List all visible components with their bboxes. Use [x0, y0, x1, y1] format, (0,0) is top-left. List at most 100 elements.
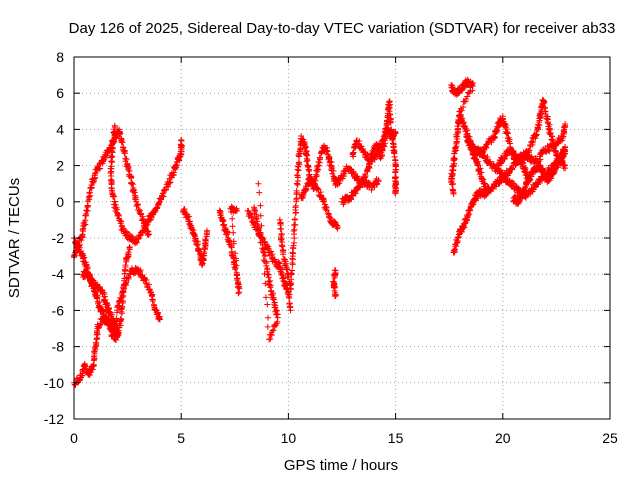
data-points	[71, 76, 569, 388]
data-point	[262, 252, 269, 259]
y-tick-label: 4	[56, 121, 64, 137]
data-point	[230, 238, 237, 245]
data-point	[276, 216, 283, 223]
data-point	[119, 293, 126, 300]
data-point	[110, 136, 117, 143]
data-point	[102, 296, 109, 303]
data-point	[143, 280, 150, 287]
data-point	[356, 138, 363, 145]
data-point	[260, 257, 267, 264]
data-point	[128, 173, 135, 180]
data-point	[224, 230, 231, 237]
data-point	[293, 187, 300, 194]
data-point	[325, 210, 332, 217]
axis-ticks: 0 5 10 15 20 25 -12 -10 -8 -6 -4 -2 0 2 4 6 8	[44, 49, 618, 446]
data-point	[294, 172, 301, 179]
data-point	[260, 248, 267, 255]
data-point	[263, 260, 270, 267]
data-point	[449, 167, 456, 174]
data-point	[129, 181, 136, 188]
data-point	[463, 127, 470, 134]
data-point	[253, 215, 260, 222]
data-point	[313, 172, 320, 179]
data-point	[108, 170, 115, 177]
x-tick-label: 15	[388, 430, 404, 446]
data-point	[466, 90, 473, 97]
data-point	[89, 366, 96, 373]
data-point	[219, 216, 226, 223]
data-point	[233, 262, 240, 269]
data-point	[481, 152, 488, 159]
data-point	[298, 132, 305, 139]
data-point	[76, 244, 83, 251]
y-tick-label: -8	[52, 339, 65, 355]
data-point	[542, 108, 549, 115]
data-point	[466, 206, 473, 213]
data-point	[202, 236, 209, 243]
data-point	[378, 143, 385, 150]
data-point	[167, 179, 174, 186]
data-point	[481, 180, 488, 187]
data-point	[529, 139, 536, 146]
data-point	[292, 204, 299, 211]
data-point	[80, 254, 87, 261]
data-point	[360, 148, 367, 155]
data-point	[311, 180, 318, 187]
data-point	[288, 270, 295, 277]
data-point	[120, 289, 127, 296]
data-point	[305, 166, 312, 173]
data-point	[332, 219, 339, 226]
data-point	[117, 315, 124, 322]
data-point	[97, 321, 104, 328]
data-point	[449, 181, 456, 188]
data-point	[532, 132, 539, 139]
x-tick-label: 0	[70, 430, 78, 446]
data-point	[127, 271, 134, 278]
data-point	[504, 129, 511, 136]
data-point	[156, 316, 163, 323]
data-point	[392, 175, 399, 182]
data-point	[160, 190, 167, 197]
data-point	[229, 223, 236, 230]
data-point	[303, 158, 310, 165]
data-point	[233, 207, 240, 214]
data-point	[266, 281, 273, 288]
data-point	[330, 168, 337, 175]
data-point	[256, 189, 263, 196]
y-tick-label: -4	[52, 266, 65, 282]
data-point	[453, 243, 460, 250]
data-point	[262, 280, 269, 287]
data-point	[91, 347, 98, 354]
data-point	[126, 244, 133, 251]
x-axis-label: GPS time / hours	[284, 457, 398, 474]
data-point	[561, 162, 568, 169]
data-point	[108, 311, 115, 318]
grid-lines	[74, 57, 610, 419]
data-point	[350, 192, 357, 199]
data-point	[267, 284, 274, 291]
y-tick-label: -12	[44, 411, 64, 427]
data-point	[448, 178, 455, 185]
data-point	[272, 302, 279, 309]
data-point	[324, 147, 331, 154]
data-point	[117, 130, 124, 137]
data-point	[229, 215, 236, 222]
data-point	[83, 207, 90, 214]
data-point	[115, 302, 122, 309]
data-point	[505, 170, 512, 177]
data-point	[280, 249, 287, 256]
data-point	[550, 141, 557, 148]
data-point	[484, 188, 491, 195]
data-point	[453, 133, 460, 140]
y-tick-label: 0	[56, 194, 64, 210]
data-point	[166, 179, 173, 186]
data-point	[302, 143, 309, 150]
data-point	[257, 202, 264, 209]
x-tick-label: 25	[602, 430, 618, 446]
data-point	[531, 184, 538, 191]
data-point	[323, 207, 330, 214]
y-tick-label: -2	[52, 230, 65, 246]
data-point	[289, 261, 296, 268]
data-point	[91, 288, 98, 295]
data-point	[551, 142, 558, 149]
